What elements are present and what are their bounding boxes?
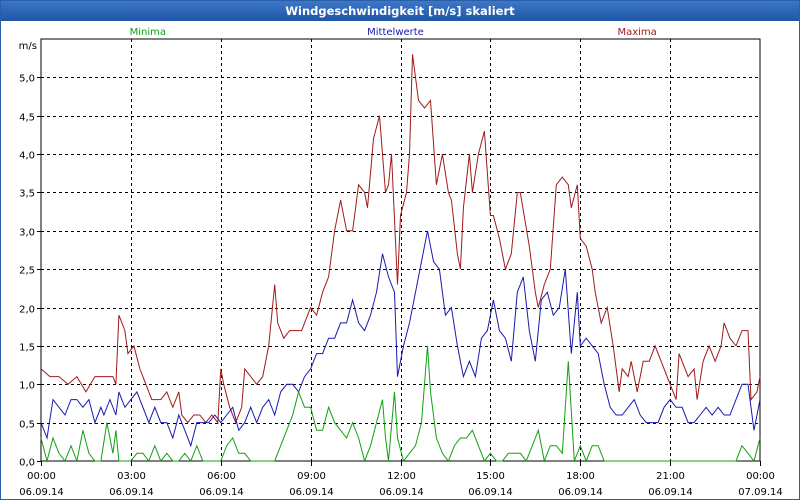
x-tick-time: 06:00 <box>207 471 236 482</box>
x-tick-date: 06.09.14 <box>558 487 603 498</box>
x-tick-time: 15:00 <box>476 471 505 482</box>
series-line-minima <box>40 345 761 463</box>
y-tick-label: 0,0 <box>19 458 35 469</box>
y-tick-label: 3,5 <box>19 189 35 200</box>
series-line-maxima <box>40 54 761 424</box>
y-tick-label: 1,5 <box>19 343 35 354</box>
x-tick-time: 09:00 <box>297 471 326 482</box>
x-tick-time: 03:00 <box>117 471 146 482</box>
x-tick-time: 21:00 <box>656 471 685 482</box>
x-tick-date: 06.09.14 <box>379 487 424 498</box>
title-bar: Windgeschwindigkeit [m/s] skaliert <box>1 1 799 21</box>
x-tick-time: 18:00 <box>566 471 595 482</box>
y-tick-label: 0,5 <box>19 420 35 431</box>
series-line-mittelwerte <box>40 230 761 448</box>
x-tick-time: 12:00 <box>387 471 416 482</box>
y-tick-label: 4,5 <box>19 113 35 124</box>
y-axis-label: m/s <box>19 41 37 52</box>
x-tick-date: 06.09.14 <box>648 487 693 498</box>
x-tick-date: 07.09.14 <box>738 487 783 498</box>
y-tick-label: 4,0 <box>19 151 35 162</box>
x-tick-time: 00:00 <box>27 471 56 482</box>
legend-minima: Minima <box>130 27 166 38</box>
y-tick-label: 2,5 <box>19 266 35 277</box>
y-tick-label: 1,0 <box>19 381 35 392</box>
y-tick-label: 2,0 <box>19 305 35 316</box>
x-tick-date: 06.09.14 <box>468 487 513 498</box>
y-tick-label: 3,0 <box>19 228 35 239</box>
x-tick-date: 06.09.14 <box>289 487 334 498</box>
legend-mittelwerte: Mittelwerte <box>367 27 424 38</box>
x-tick-date: 06.09.14 <box>19 487 64 498</box>
x-tick-date: 06.09.14 <box>109 487 154 498</box>
x-tick-time: 00:00 <box>746 471 775 482</box>
legend-maxima: Maxima <box>617 27 656 38</box>
x-tick-date: 06.09.14 <box>199 487 244 498</box>
plot-area <box>40 38 761 462</box>
chart-title: Windgeschwindigkeit [m/s] skaliert <box>285 4 515 18</box>
y-tick-label: 5,0 <box>19 74 35 85</box>
